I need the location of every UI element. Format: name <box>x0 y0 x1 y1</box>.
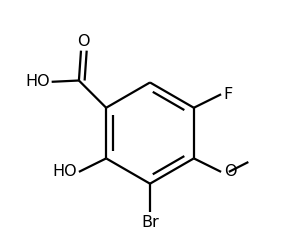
Text: O: O <box>78 34 90 49</box>
Text: Br: Br <box>141 215 159 230</box>
Text: HO: HO <box>52 164 77 179</box>
Text: HO: HO <box>25 74 50 89</box>
Text: O: O <box>224 164 236 179</box>
Text: F: F <box>224 87 233 102</box>
